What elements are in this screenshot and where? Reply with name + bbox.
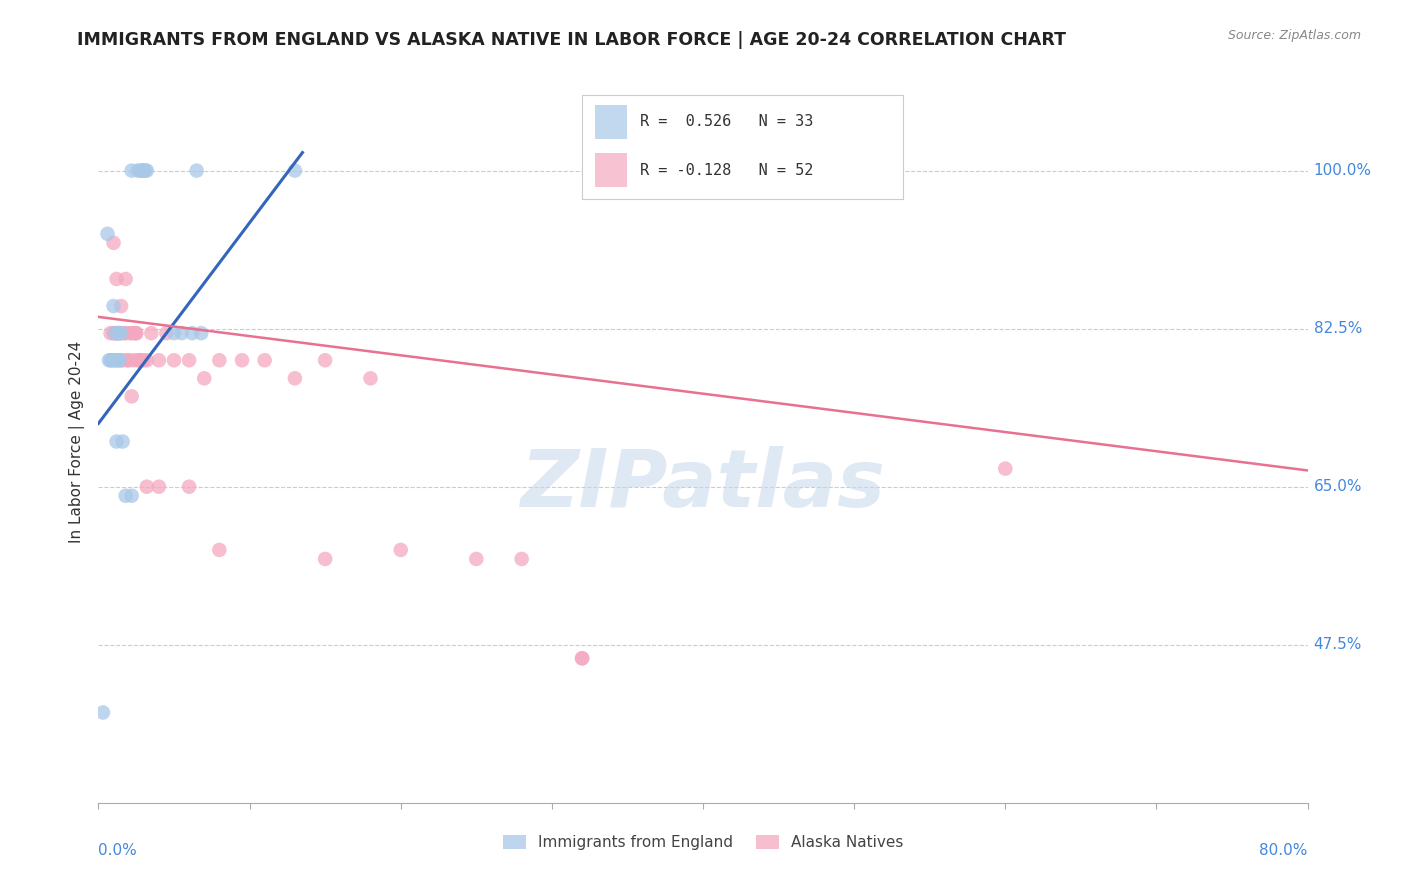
Point (155, 326, 177, 341)
Point (114, 272, 136, 286)
Legend: Immigrants from England, Alaska Natives: Immigrants from England, Alaska Natives (496, 830, 910, 856)
Point (118, 353, 141, 368)
Point (100, 353, 122, 368)
Point (148, 480, 170, 494)
Point (208, 542, 231, 557)
Point (114, 489, 136, 503)
Point (129, 353, 152, 368)
Point (571, 651, 593, 665)
Point (148, 353, 170, 368)
Point (110, 326, 132, 341)
Point (129, 353, 152, 368)
Point (994, 461, 1017, 475)
Text: IMMIGRANTS FROM ENGLAND VS ALASKA NATIVE IN LABOR FORCE | AGE 20-24 CORRELATION : IMMIGRANTS FROM ENGLAND VS ALASKA NATIVE… (77, 31, 1066, 49)
Text: 82.5%: 82.5% (1313, 321, 1362, 336)
Point (314, 353, 336, 368)
Point (111, 353, 134, 368)
Point (91, 706, 114, 720)
Point (389, 542, 412, 557)
Point (127, 353, 149, 368)
Point (105, 434, 128, 449)
Point (110, 299, 132, 313)
Point (134, 163, 156, 178)
Point (101, 353, 124, 368)
Point (98, 353, 121, 368)
Point (121, 163, 143, 178)
Point (96, 227, 118, 241)
Point (135, 163, 157, 178)
Y-axis label: In Labor Force | Age 20-24: In Labor Force | Age 20-24 (69, 341, 84, 542)
Point (105, 353, 128, 368)
Point (253, 353, 276, 368)
Point (125, 326, 148, 341)
Text: 80.0%: 80.0% (1260, 843, 1308, 857)
Point (163, 353, 186, 368)
Point (510, 552, 533, 566)
Point (465, 552, 488, 566)
Point (122, 353, 145, 368)
Point (124, 326, 146, 341)
Point (107, 326, 129, 341)
Point (108, 353, 131, 368)
Point (104, 353, 127, 368)
Point (103, 353, 125, 368)
Point (360, 371, 382, 385)
Point (170, 326, 193, 341)
Point (128, 353, 150, 368)
Point (208, 353, 231, 368)
Point (186, 163, 208, 178)
Point (100, 326, 122, 341)
Point (103, 326, 125, 341)
Point (141, 326, 163, 341)
Point (121, 389, 143, 403)
Point (103, 235, 125, 250)
Point (108, 326, 131, 341)
Point (135, 480, 157, 494)
Point (129, 163, 152, 178)
Point (111, 434, 134, 449)
Point (108, 326, 131, 341)
Point (190, 326, 212, 341)
Point (121, 326, 143, 341)
Point (284, 371, 307, 385)
Text: ZIPatlas: ZIPatlas (520, 446, 886, 524)
Point (127, 163, 149, 178)
Point (231, 353, 253, 368)
Point (284, 163, 307, 178)
Point (114, 326, 136, 341)
Text: 100.0%: 100.0% (1313, 163, 1372, 178)
Point (132, 353, 155, 368)
Point (112, 326, 135, 341)
Text: Source: ZipAtlas.com: Source: ZipAtlas.com (1227, 29, 1361, 42)
Point (121, 489, 143, 503)
Point (131, 163, 153, 178)
Point (105, 272, 128, 286)
Point (120, 326, 142, 341)
Point (314, 552, 336, 566)
Point (125, 326, 148, 341)
Point (103, 299, 125, 313)
Point (104, 326, 127, 341)
Point (104, 326, 127, 341)
Point (105, 326, 128, 341)
Point (132, 163, 155, 178)
Text: 47.5%: 47.5% (1313, 637, 1362, 652)
Point (571, 651, 593, 665)
Text: 65.0%: 65.0% (1313, 479, 1362, 494)
Point (179, 353, 201, 368)
Point (107, 353, 129, 368)
Point (163, 326, 186, 341)
Point (107, 326, 129, 341)
Point (132, 163, 155, 178)
Point (115, 353, 138, 368)
Point (181, 326, 204, 341)
Text: 0.0%: 0.0% (98, 843, 138, 857)
Point (135, 353, 157, 368)
Point (110, 353, 132, 368)
Point (193, 371, 215, 385)
Point (179, 480, 201, 494)
